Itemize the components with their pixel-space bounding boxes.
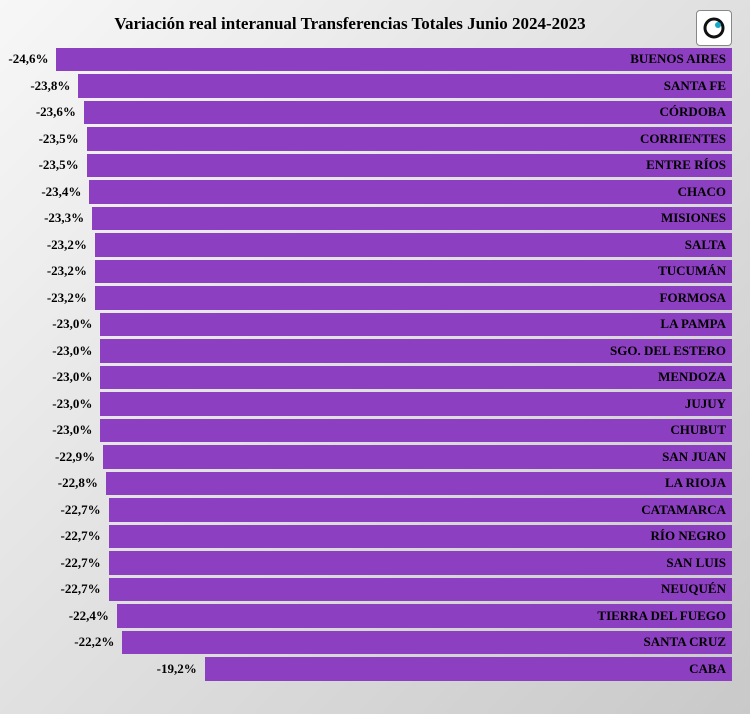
bar-row: -22,7% SAN LUIS	[18, 550, 732, 577]
bar-value-label: -23,8%	[30, 73, 74, 100]
bar-row: -23,0% LA PAMPA	[18, 311, 732, 338]
bar-row: -23,3% MISIONES	[18, 205, 732, 232]
bar-row: -23,2% FORMOSA	[18, 285, 732, 312]
bar-province-label: SAN JUAN	[662, 444, 726, 471]
bar-value-label: -22,2%	[74, 629, 118, 656]
bar-fill	[109, 498, 732, 522]
bar-fill	[100, 419, 732, 443]
bar-fill	[78, 74, 732, 98]
bar-province-label: CABA	[689, 656, 726, 683]
bar-row: -22,4% TIERRA DEL FUEGO	[18, 603, 732, 630]
bar-province-label: LA RIOJA	[665, 470, 726, 497]
bar-province-label: RÍO NEGRO	[651, 523, 726, 550]
bar-fill	[95, 233, 732, 257]
bar-row: -23,0% SGO. DEL ESTERO	[18, 338, 732, 365]
bar-province-label: CATAMARCA	[641, 497, 726, 524]
bar-province-label: TUCUMÁN	[658, 258, 726, 285]
bar-province-label: NEUQUÉN	[661, 576, 726, 603]
bar-row: -23,0% MENDOZA	[18, 364, 732, 391]
bar-province-label: JUJUY	[685, 391, 726, 418]
bar-value-label: -23,0%	[52, 311, 96, 338]
bar-value-label: -22,7%	[61, 497, 105, 524]
bar-value-label: -23,0%	[52, 417, 96, 444]
bar-value-label: -22,7%	[61, 523, 105, 550]
bar-province-label: FORMOSA	[660, 285, 726, 312]
bar-province-label: CÓRDOBA	[660, 99, 726, 126]
bar-value-label: -23,5%	[39, 152, 83, 179]
bar-fill	[87, 154, 732, 178]
bar-fill	[92, 207, 732, 231]
bar-row: -23,8% SANTA FE	[18, 73, 732, 100]
bar-fill	[109, 578, 732, 602]
bar-province-label: MISIONES	[661, 205, 726, 232]
bar-row: -22,2% SANTA CRUZ	[18, 629, 732, 656]
bar-value-label: -22,4%	[69, 603, 113, 630]
source-logo-icon	[696, 10, 732, 46]
bar-fill	[122, 631, 732, 655]
bar-row: -23,5% CORRIENTES	[18, 126, 732, 153]
bar-province-label: CHUBUT	[670, 417, 726, 444]
bar-row: -23,0% CHUBUT	[18, 417, 732, 444]
bar-fill	[95, 286, 732, 310]
bar-value-label: -24,6%	[8, 46, 52, 73]
bar-row: -23,6% CÓRDOBA	[18, 99, 732, 126]
bar-value-label: -23,6%	[36, 99, 80, 126]
bar-fill	[205, 657, 732, 681]
bar-value-label: -22,7%	[61, 576, 105, 603]
bar-row: -22,7% CATAMARCA	[18, 497, 732, 524]
bar-value-label: -23,2%	[47, 232, 91, 259]
bar-value-label: -23,2%	[47, 258, 91, 285]
bar-row: -24,6%BUENOS AIRES	[18, 46, 732, 73]
bar-fill	[95, 260, 732, 284]
bar-province-label: SAN LUIS	[666, 550, 726, 577]
bar-province-label: SANTA CRUZ	[644, 629, 726, 656]
bar-row: -23,0% JUJUY	[18, 391, 732, 418]
bar-fill	[106, 472, 732, 496]
bar-row: -22,9% SAN JUAN	[18, 444, 732, 471]
bar-province-label: ENTRE RÍOS	[646, 152, 726, 179]
bar-fill	[109, 525, 732, 549]
bar-row: -23,2% TUCUMÁN	[18, 258, 732, 285]
bar-row: -23,4% CHACO	[18, 179, 732, 206]
bar-province-label: CHACO	[678, 179, 726, 206]
bar-value-label: -23,0%	[52, 391, 96, 418]
bar-value-label: -19,2%	[157, 656, 201, 683]
bar-province-label: MENDOZA	[658, 364, 726, 391]
bar-province-label: SGO. DEL ESTERO	[610, 338, 726, 365]
bars-area: -24,6%BUENOS AIRES-23,8% SANTA FE -23,6% CÓ…	[18, 46, 732, 686]
bar-value-label: -23,0%	[52, 338, 96, 365]
bar-row: -23,2% SALTA	[18, 232, 732, 259]
bar-fill	[109, 551, 732, 575]
bar-fill	[100, 392, 732, 416]
bar-province-label: BUENOS AIRES	[630, 46, 726, 73]
bar-row: -19,2% CABA	[18, 656, 732, 683]
bar-province-label: SALTA	[685, 232, 726, 259]
bar-fill	[87, 127, 732, 151]
bar-value-label: -22,8%	[58, 470, 102, 497]
bar-fill	[100, 313, 732, 337]
bar-province-label: SANTA FE	[664, 73, 726, 100]
bar-fill	[89, 180, 732, 204]
bar-value-label: -22,7%	[61, 550, 105, 577]
bar-value-label: -23,4%	[41, 179, 85, 206]
bar-value-label: -23,0%	[52, 364, 96, 391]
bar-row: -22,7% RÍO NEGRO	[18, 523, 732, 550]
bar-province-label: CORRIENTES	[640, 126, 726, 153]
bar-fill	[100, 366, 732, 390]
bar-province-label: TIERRA DEL FUEGO	[597, 603, 726, 630]
bar-row: -22,7% NEUQUÉN	[18, 576, 732, 603]
bar-value-label: -23,3%	[44, 205, 88, 232]
bar-value-label: -22,9%	[55, 444, 99, 471]
bar-value-label: -23,2%	[47, 285, 91, 312]
chart-container: Variación real interanual Transferencias…	[0, 0, 750, 714]
bar-row: -23,5% ENTRE RÍOS	[18, 152, 732, 179]
bar-value-label: -23,5%	[39, 126, 83, 153]
chart-title: Variación real interanual Transferencias…	[18, 14, 732, 34]
bar-row: -22,8% LA RIOJA	[18, 470, 732, 497]
bar-fill	[103, 445, 732, 469]
bar-province-label: LA PAMPA	[660, 311, 726, 338]
bar-fill	[84, 101, 732, 125]
